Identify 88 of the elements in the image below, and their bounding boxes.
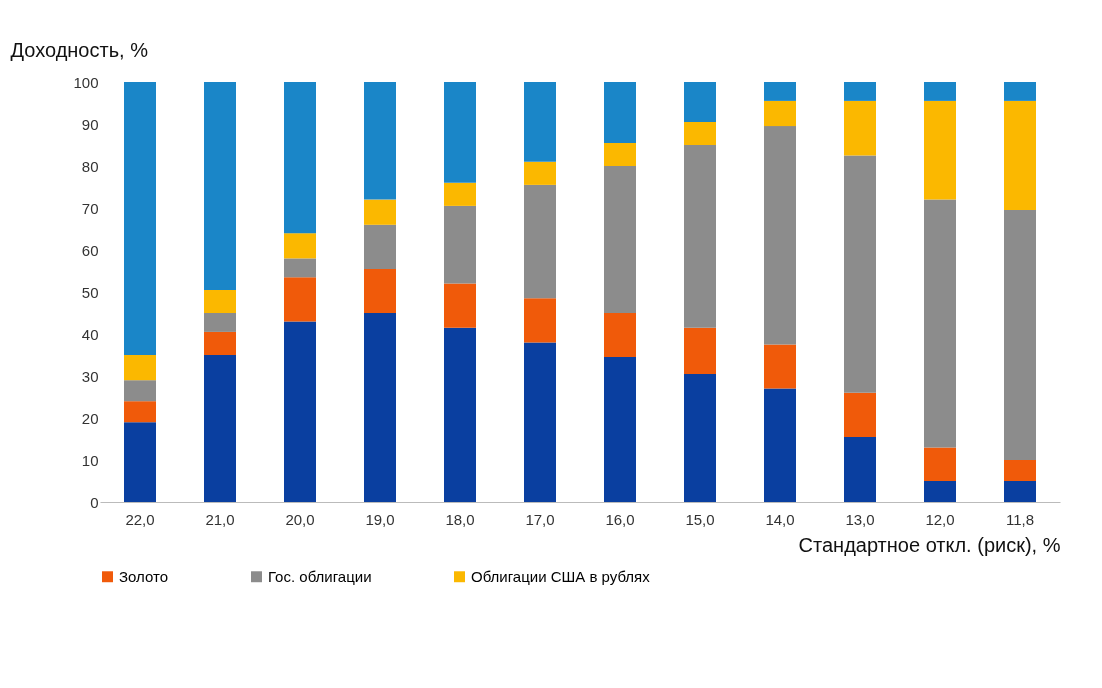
bar [364, 268, 396, 313]
y-tick-label: 10 [81, 451, 99, 469]
bar [284, 277, 316, 322]
y-tick-label: 20 [81, 409, 99, 427]
bar [444, 82, 476, 183]
bar [364, 313, 396, 502]
y-tick-label: 50 [81, 283, 99, 301]
bar [444, 283, 476, 328]
bar [604, 82, 636, 143]
bar [524, 184, 556, 299]
bar [844, 436, 876, 502]
x-tick-label: 20,0 [285, 510, 315, 528]
bar [924, 82, 956, 101]
bar [844, 392, 876, 437]
x-tick-label: 16,0 [605, 510, 635, 528]
bar [1004, 82, 1036, 101]
x-tick-label: 12,0 [925, 510, 955, 528]
bar [364, 82, 396, 200]
y-tick-label: 90 [81, 115, 99, 133]
bar [684, 373, 716, 502]
x-tick-label: 22,0 [125, 510, 155, 528]
x-tick-label: 19,0 [365, 510, 395, 528]
bar [524, 298, 556, 343]
x-tick-label: 13,0 [845, 510, 875, 528]
x-axis-title: Стандартное откл. (риск), % [798, 533, 1061, 556]
y-tick-label: 80 [81, 157, 99, 175]
bar [444, 205, 476, 284]
x-tick-label: 15,0 [685, 510, 715, 528]
bar [764, 388, 796, 502]
bar [764, 126, 796, 345]
y-tick-label: 60 [81, 241, 99, 259]
bar [1004, 460, 1036, 481]
bar [444, 182, 476, 206]
bar [684, 82, 716, 122]
bar [284, 258, 316, 278]
bar [124, 355, 156, 381]
bar [604, 357, 636, 502]
bar [764, 100, 796, 127]
bar [124, 422, 156, 502]
bar [684, 327, 716, 374]
bar [844, 155, 876, 393]
x-tick-label: 11,8 [1005, 510, 1035, 528]
bar [364, 199, 396, 225]
bar [124, 401, 156, 423]
x-tick-label: 14,0 [765, 510, 795, 528]
legend-label: Золото [119, 567, 169, 585]
bar [124, 82, 156, 355]
legend-label: Гос. облигации [268, 567, 372, 585]
bar [364, 224, 396, 269]
bar [204, 331, 236, 355]
bar [924, 481, 956, 502]
bar [684, 145, 716, 328]
bar [844, 82, 876, 101]
bar [844, 100, 876, 156]
bar [204, 313, 236, 332]
bar [764, 82, 796, 101]
bar [524, 82, 556, 162]
bar [924, 199, 956, 448]
y-axis-title: Доходность, % [10, 38, 149, 61]
bar [604, 313, 636, 358]
x-tick-label: 18,0 [445, 510, 475, 528]
bar [284, 321, 316, 502]
x-tick-label: 21,0 [205, 510, 235, 528]
bar [684, 121, 716, 145]
bar [204, 289, 236, 313]
y-tick-label: 0 [90, 493, 99, 511]
bar [1004, 481, 1036, 502]
bar [524, 161, 556, 185]
y-tick-label: 70 [81, 199, 99, 217]
y-tick-label: 40 [81, 325, 99, 343]
y-tick-label: 30 [81, 367, 99, 385]
bar [1004, 100, 1036, 211]
bar [124, 380, 156, 402]
bar [604, 142, 636, 166]
bar [444, 327, 476, 502]
bar [924, 447, 956, 481]
bar [204, 355, 236, 502]
bar [1004, 210, 1036, 460]
bar [284, 82, 316, 234]
bar [284, 233, 316, 259]
bar [604, 166, 636, 313]
y-tick-label: 100 [73, 73, 99, 91]
x-tick-label: 17,0 [525, 510, 555, 528]
bar [924, 100, 956, 200]
bar [204, 82, 236, 290]
legend-label: Облигации США в рублях [471, 567, 651, 585]
bar [764, 344, 796, 389]
bar [524, 342, 556, 502]
